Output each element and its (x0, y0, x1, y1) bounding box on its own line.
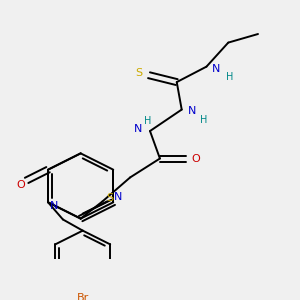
Text: H: H (200, 115, 207, 125)
Text: S: S (136, 68, 143, 78)
Text: O: O (191, 154, 200, 164)
Text: N: N (188, 106, 196, 116)
Text: N: N (114, 192, 122, 202)
Text: N: N (212, 64, 220, 74)
Text: O: O (16, 180, 25, 190)
Text: N: N (134, 124, 142, 134)
Text: Br: Br (76, 292, 89, 300)
Text: N: N (50, 201, 58, 211)
Text: H: H (226, 72, 233, 82)
Text: H: H (144, 116, 152, 126)
Text: S: S (106, 193, 113, 203)
